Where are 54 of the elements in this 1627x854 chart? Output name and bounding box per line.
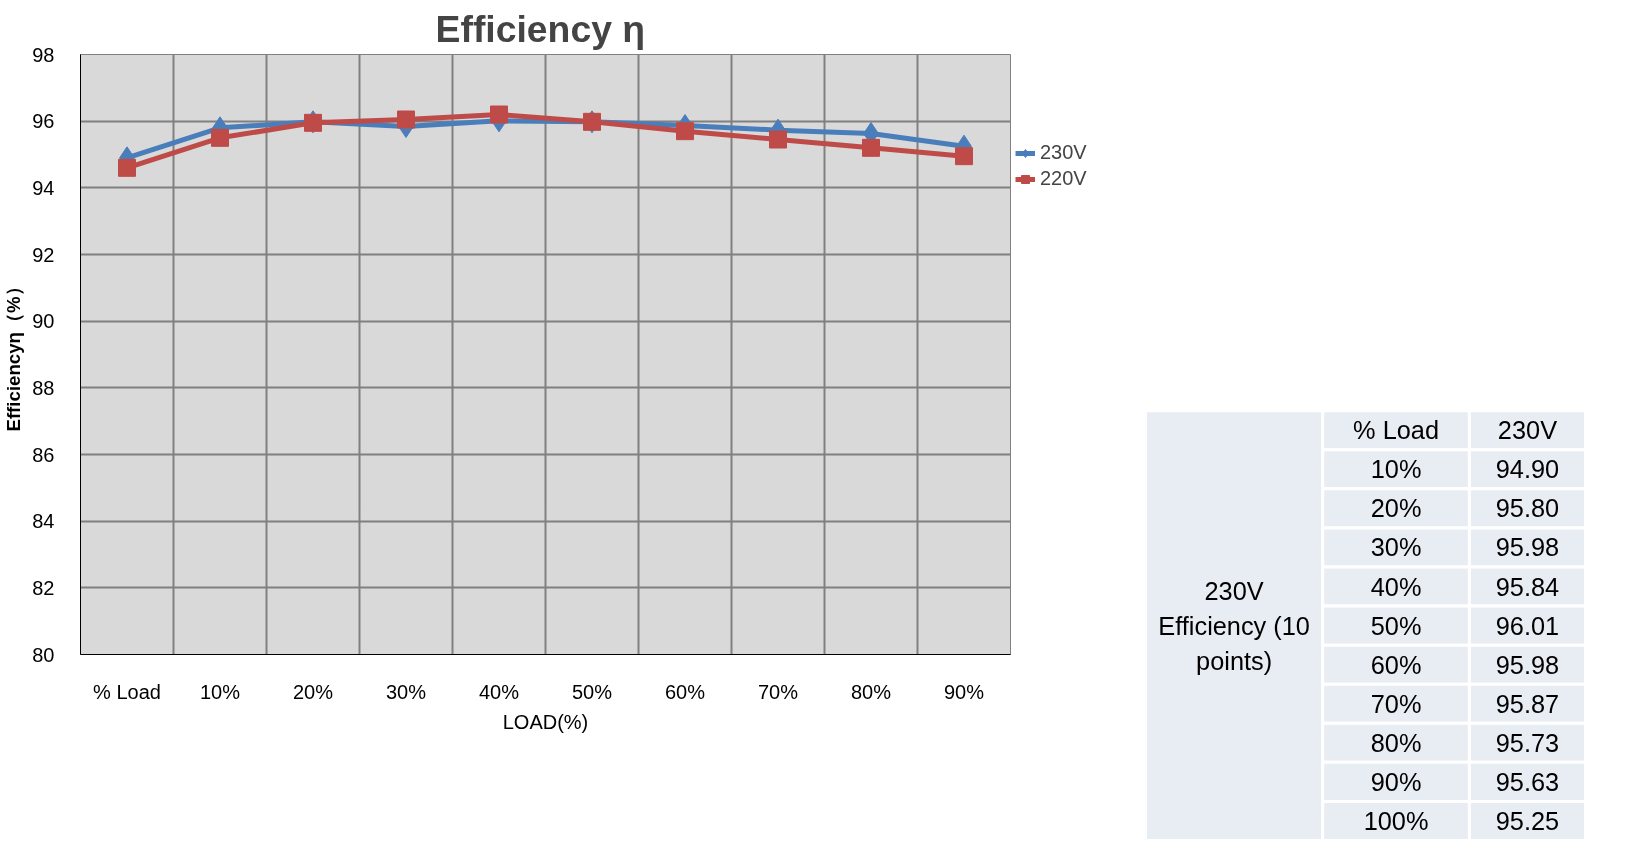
data-label: 95.84 [1495,572,1560,601]
data-label: 94.90 [1495,455,1560,484]
x-tick-label: % Load [93,680,161,703]
text: 230V Efficiency (10 points) [1158,576,1310,675]
legend-label: 220V [1040,167,1087,190]
data-label: 95.98 [1495,533,1560,562]
x-tick-label: 70% [757,680,799,703]
chart-title: Efficiency η [435,7,646,50]
y-tick-label: 92 [32,243,55,266]
y-tick-label: 50% [1370,611,1422,640]
x-axis-title: LOAD(%) [502,710,589,733]
x-tick-label: 20% [292,680,334,703]
data-label: 95.98 [1495,650,1560,679]
data-label: 95.63 [1495,767,1560,796]
point [676,122,694,141]
x-tick-label: 40% [478,680,520,703]
point [769,130,787,149]
data-label: 95.87 [1495,689,1560,718]
x-tick-label: 60% [664,680,706,703]
y-tick-label: 80 [32,643,55,666]
y-tick-label: 86 [32,443,55,466]
y-axis-title: Efficiencyη（%） [3,277,25,432]
y-tick-label: 84 [32,510,55,533]
legend-label: 230V [1040,141,1087,164]
y-tick-label: 96 [32,110,55,133]
x-tick-label: 80% [850,680,892,703]
y-tick-label: 94 [32,176,55,199]
y-tick-label: 10% [1370,455,1422,484]
x-tick-label: 30% [385,680,427,703]
point [118,158,136,177]
point [862,138,880,157]
y-tick-label: 20% [1370,494,1422,523]
y-tick-label: 90% [1370,767,1422,796]
y-tick-label: 98 [32,43,55,66]
data-label: 95.80 [1495,494,1560,523]
point [490,105,508,124]
y-tick-label: 90 [32,310,55,333]
y-tick-label: 88 [32,376,55,399]
point [397,110,415,129]
data-label: 96.01 [1495,611,1560,640]
y-tick-label: 82 [32,576,55,599]
point [955,147,973,166]
y-tick-label: 100% [1363,806,1429,835]
point [211,128,229,147]
x-tick-label: 50% [571,680,613,703]
y-tick-label: 80% [1370,728,1422,757]
data-label: 95.73 [1495,728,1560,757]
data-label: 95.25 [1495,806,1560,835]
y-axis-title: % Load [1353,416,1440,445]
x-tick-label: 10% [199,680,241,703]
y-tick-label: 60% [1370,650,1422,679]
x-tick-label: 90% [943,680,985,703]
y-tick-label: 40% [1370,572,1422,601]
y-tick-label: 30% [1370,533,1422,562]
